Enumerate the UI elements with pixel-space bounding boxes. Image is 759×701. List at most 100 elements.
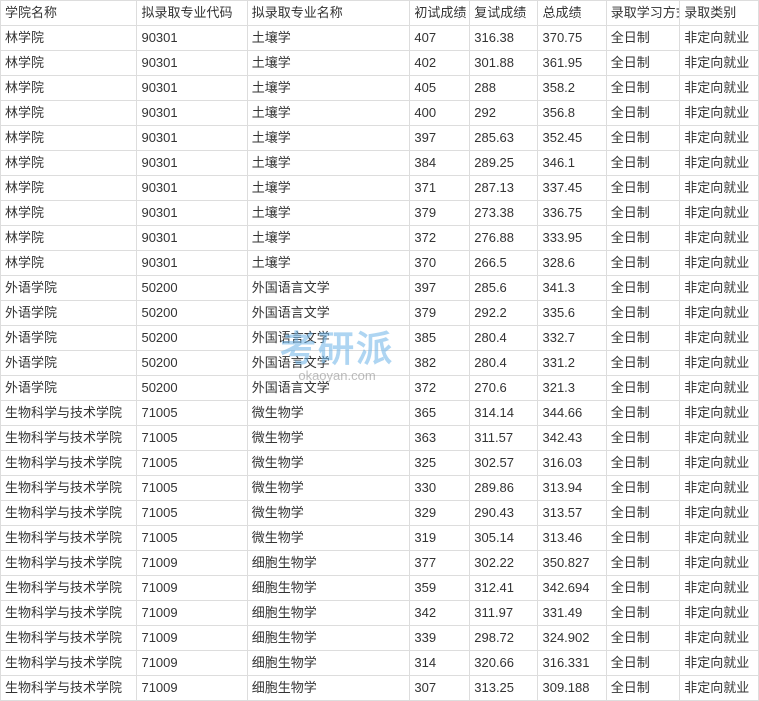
cell-category: 非定向就业 — [680, 201, 759, 226]
cell-college: 林学院 — [1, 76, 137, 101]
cell-major_name: 土壤学 — [247, 176, 410, 201]
cell-score1: 372 — [410, 226, 470, 251]
cell-total: 358.2 — [538, 76, 606, 101]
cell-major_name: 微生物学 — [247, 476, 410, 501]
cell-score1: 372 — [410, 376, 470, 401]
col-header-score1: 初试成绩 — [410, 1, 470, 26]
cell-score1: 407 — [410, 26, 470, 51]
table-row: 生物科学与技术学院71009细胞生物学307313.25309.188全日制非定… — [1, 676, 759, 701]
cell-college: 生物科学与技术学院 — [1, 676, 137, 701]
cell-score2: 287.13 — [470, 176, 538, 201]
cell-category: 非定向就业 — [680, 551, 759, 576]
cell-major_name: 土壤学 — [247, 151, 410, 176]
cell-score2: 276.88 — [470, 226, 538, 251]
cell-mode: 全日制 — [606, 451, 679, 476]
table-row: 生物科学与技术学院71005微生物学330289.86313.94全日制非定向就… — [1, 476, 759, 501]
cell-major_code: 90301 — [137, 51, 247, 76]
table-row: 外语学院50200外国语言文学382280.4331.2全日制非定向就业 — [1, 351, 759, 376]
cell-major_name: 外国语言文学 — [247, 276, 410, 301]
cell-category: 非定向就业 — [680, 651, 759, 676]
cell-score1: 363 — [410, 426, 470, 451]
cell-score1: 319 — [410, 526, 470, 551]
cell-college: 外语学院 — [1, 376, 137, 401]
cell-mode: 全日制 — [606, 201, 679, 226]
cell-major_code: 71009 — [137, 626, 247, 651]
cell-score1: 385 — [410, 326, 470, 351]
cell-total: 309.188 — [538, 676, 606, 701]
cell-major_code: 90301 — [137, 126, 247, 151]
cell-college: 林学院 — [1, 101, 137, 126]
cell-major_name: 土壤学 — [247, 51, 410, 76]
cell-category: 非定向就业 — [680, 626, 759, 651]
cell-college: 生物科学与技术学院 — [1, 401, 137, 426]
cell-mode: 全日制 — [606, 601, 679, 626]
cell-score1: 329 — [410, 501, 470, 526]
cell-mode: 全日制 — [606, 76, 679, 101]
col-header-college: 学院名称 — [1, 1, 137, 26]
cell-score1: 400 — [410, 101, 470, 126]
table-row: 林学院90301土壤学407316.38370.75全日制非定向就业 — [1, 26, 759, 51]
cell-mode: 全日制 — [606, 626, 679, 651]
table-row: 外语学院50200外国语言文学372270.6321.3全日制非定向就业 — [1, 376, 759, 401]
cell-college: 外语学院 — [1, 326, 137, 351]
cell-major_code: 71009 — [137, 601, 247, 626]
cell-major_code: 90301 — [137, 176, 247, 201]
cell-major_name: 细胞生物学 — [247, 576, 410, 601]
cell-major_name: 微生物学 — [247, 401, 410, 426]
cell-major_code: 50200 — [137, 376, 247, 401]
cell-score1: 384 — [410, 151, 470, 176]
cell-category: 非定向就业 — [680, 26, 759, 51]
cell-category: 非定向就业 — [680, 451, 759, 476]
cell-mode: 全日制 — [606, 151, 679, 176]
cell-college: 林学院 — [1, 126, 137, 151]
table-row: 生物科学与技术学院71009细胞生物学377302.22350.827全日制非定… — [1, 551, 759, 576]
cell-mode: 全日制 — [606, 476, 679, 501]
table-row: 林学院90301土壤学400292356.8全日制非定向就业 — [1, 101, 759, 126]
cell-score2: 285.63 — [470, 126, 538, 151]
cell-mode: 全日制 — [606, 326, 679, 351]
cell-college: 林学院 — [1, 151, 137, 176]
cell-college: 林学院 — [1, 201, 137, 226]
cell-category: 非定向就业 — [680, 676, 759, 701]
cell-major_code: 50200 — [137, 326, 247, 351]
cell-college: 生物科学与技术学院 — [1, 526, 137, 551]
cell-major_code: 50200 — [137, 276, 247, 301]
cell-total: 332.7 — [538, 326, 606, 351]
cell-major_name: 外国语言文学 — [247, 326, 410, 351]
cell-total: 313.46 — [538, 526, 606, 551]
cell-category: 非定向就业 — [680, 526, 759, 551]
cell-major_name: 土壤学 — [247, 251, 410, 276]
cell-score2: 311.97 — [470, 601, 538, 626]
cell-mode: 全日制 — [606, 376, 679, 401]
cell-mode: 全日制 — [606, 401, 679, 426]
cell-major_code: 71005 — [137, 451, 247, 476]
cell-category: 非定向就业 — [680, 101, 759, 126]
table-row: 林学院90301土壤学405288358.2全日制非定向就业 — [1, 76, 759, 101]
cell-category: 非定向就业 — [680, 376, 759, 401]
cell-major_name: 外国语言文学 — [247, 351, 410, 376]
cell-score1: 339 — [410, 626, 470, 651]
col-header-total: 总成绩 — [538, 1, 606, 26]
cell-score1: 325 — [410, 451, 470, 476]
cell-category: 非定向就业 — [680, 501, 759, 526]
cell-major_name: 细胞生物学 — [247, 651, 410, 676]
cell-major_name: 细胞生物学 — [247, 551, 410, 576]
table-row: 生物科学与技术学院71009细胞生物学339298.72324.902全日制非定… — [1, 626, 759, 651]
cell-total: 331.49 — [538, 601, 606, 626]
cell-mode: 全日制 — [606, 526, 679, 551]
cell-total: 335.6 — [538, 301, 606, 326]
table-row: 外语学院50200外国语言文学385280.4332.7全日制非定向就业 — [1, 326, 759, 351]
cell-college: 林学院 — [1, 176, 137, 201]
cell-score2: 301.88 — [470, 51, 538, 76]
cell-major_name: 土壤学 — [247, 126, 410, 151]
cell-major_name: 土壤学 — [247, 201, 410, 226]
cell-major_code: 90301 — [137, 26, 247, 51]
cell-total: 356.8 — [538, 101, 606, 126]
cell-major_name: 细胞生物学 — [247, 626, 410, 651]
cell-major_name: 微生物学 — [247, 526, 410, 551]
cell-score2: 312.41 — [470, 576, 538, 601]
cell-total: 337.45 — [538, 176, 606, 201]
cell-score2: 320.66 — [470, 651, 538, 676]
table-row: 生物科学与技术学院71009细胞生物学342311.97331.49全日制非定向… — [1, 601, 759, 626]
table-container: 学院名称拟录取专业代码拟录取专业名称初试成绩复试成绩总成绩录取学习方式录取类别 … — [0, 0, 759, 701]
